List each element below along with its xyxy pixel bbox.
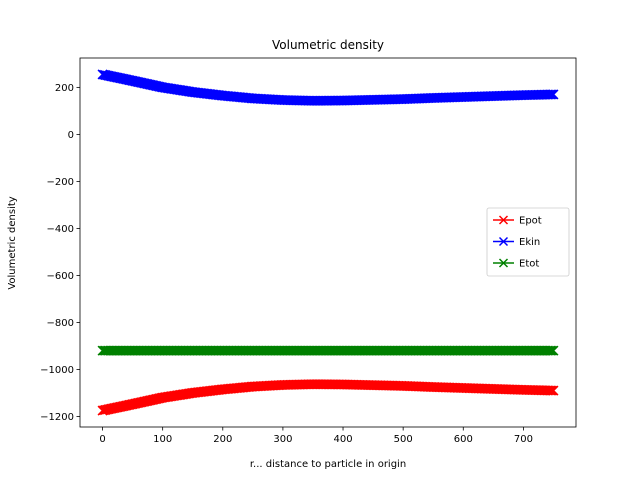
legend-marker bbox=[498, 236, 509, 247]
y-tick-label: −600 bbox=[47, 271, 74, 282]
y-tick-label: −800 bbox=[47, 318, 74, 329]
y-tick-label: −400 bbox=[47, 224, 74, 235]
data-point bbox=[543, 345, 554, 356]
data-point bbox=[548, 89, 559, 100]
axes-frame bbox=[79, 57, 577, 428]
y-tick-label: −1000 bbox=[40, 365, 74, 376]
axes-layer: 0 100 200 300 400 500 600 700 −1200 −1000 −800 −600… bbox=[40, 57, 577, 445]
data-point bbox=[546, 345, 557, 356]
data-point bbox=[546, 89, 557, 100]
legend-label: Etot bbox=[519, 259, 539, 270]
y-tick-label: −1200 bbox=[40, 412, 74, 423]
series-epot bbox=[97, 379, 559, 416]
y-tick-label: −200 bbox=[47, 177, 74, 188]
x-tick-label: 0 bbox=[99, 434, 105, 445]
y-tick-label: 0 bbox=[68, 130, 74, 141]
data-point bbox=[545, 345, 556, 356]
data-point bbox=[543, 89, 554, 100]
data-point bbox=[548, 345, 559, 356]
chart-title: Volumetric density bbox=[272, 38, 384, 52]
legend-label: Epot bbox=[519, 216, 542, 227]
data-point bbox=[546, 385, 557, 396]
legend-item-epot: Epot bbox=[493, 215, 542, 227]
x-tick-label: 200 bbox=[213, 434, 232, 445]
legend-item-etot: Etot bbox=[493, 258, 539, 270]
x-tick-label: 700 bbox=[514, 434, 533, 445]
x-tick-label: 100 bbox=[153, 434, 172, 445]
x-tick-label: 400 bbox=[333, 434, 352, 445]
series-ekin bbox=[97, 69, 559, 106]
data-point bbox=[548, 385, 559, 396]
series-layer bbox=[97, 69, 559, 416]
legend: Epot Ekin Etot bbox=[486, 207, 570, 277]
data-point bbox=[543, 385, 554, 396]
x-tick-label: 500 bbox=[394, 434, 413, 445]
legend-label: Ekin bbox=[519, 237, 540, 248]
x-tick-label: 600 bbox=[454, 434, 473, 445]
data-point bbox=[545, 89, 556, 100]
series-etot bbox=[97, 345, 559, 356]
y-axis-label: Volumetric density bbox=[7, 196, 18, 289]
y-tick-label: 200 bbox=[55, 83, 74, 94]
legend-marker bbox=[498, 258, 509, 268]
data-point bbox=[545, 385, 556, 396]
x-tick-label: 300 bbox=[273, 434, 292, 445]
legend-marker bbox=[498, 215, 509, 225]
x-axis-label: r... distance to particle in origin bbox=[250, 459, 406, 470]
legend-item-ekin: Ekin bbox=[493, 236, 540, 248]
